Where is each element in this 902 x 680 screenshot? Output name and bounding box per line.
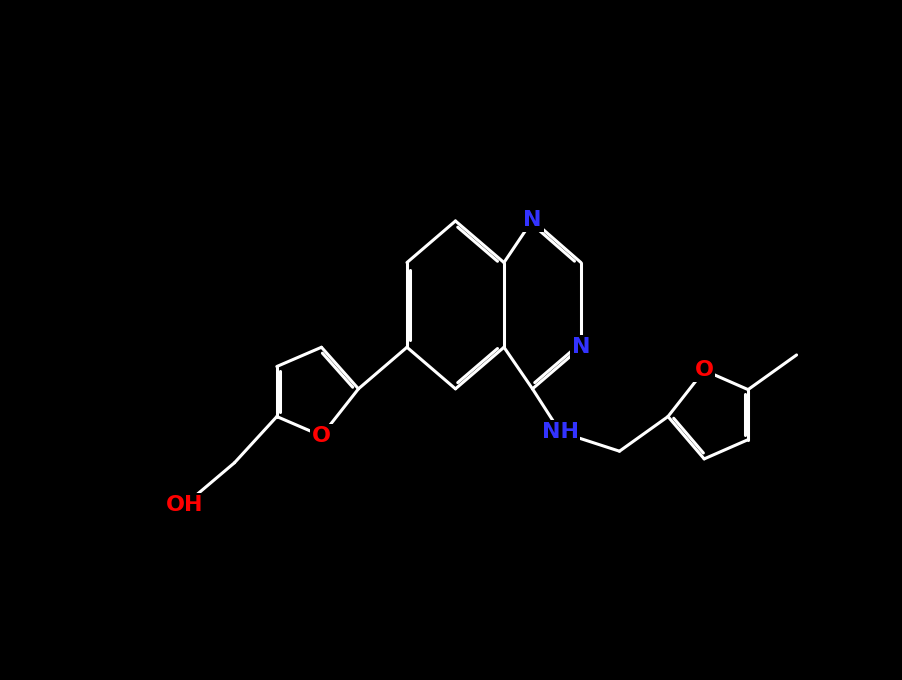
Text: N: N — [522, 210, 541, 231]
Text: OH: OH — [165, 495, 203, 515]
Text: NH: NH — [541, 422, 578, 442]
Text: N: N — [571, 337, 590, 357]
Text: O: O — [312, 426, 331, 446]
Text: O: O — [694, 360, 713, 380]
